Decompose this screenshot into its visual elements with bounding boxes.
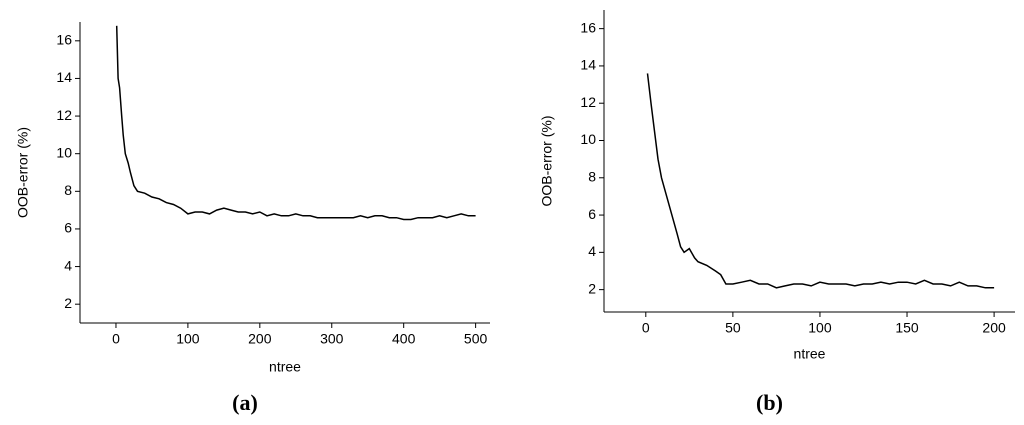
y-tick-label: 8 [64, 182, 72, 198]
data-line [115, 25, 476, 221]
y-tick-label: 10 [580, 131, 596, 147]
x-tick-label: 200 [982, 320, 1006, 336]
y-tick-label: 16 [580, 19, 596, 35]
x-tick-label: 150 [895, 320, 919, 336]
y-tick-label: 12 [580, 94, 596, 110]
y-tick-label: 16 [56, 32, 72, 48]
x-tick-label: 100 [176, 331, 200, 347]
x-tick-label: 50 [725, 320, 741, 336]
y-axis-label: OOB-error (%) [539, 116, 555, 207]
x-tick-label: 100 [808, 320, 832, 336]
y-tick-label: 14 [56, 69, 72, 85]
y-tick-label: 4 [588, 243, 596, 259]
x-tick-label: 0 [112, 331, 120, 347]
y-tick-label: 12 [56, 107, 72, 123]
x-tick-label: 0 [642, 320, 650, 336]
x-tick-label: 200 [248, 331, 272, 347]
x-tick-label: 300 [320, 331, 344, 347]
x-axis-label: ntree [269, 359, 301, 375]
y-tick-label: 14 [580, 57, 596, 73]
y-tick-label: 6 [64, 220, 72, 236]
y-tick-label: 8 [588, 168, 596, 184]
data-line [646, 73, 995, 289]
y-axis-label: OOB-error (%) [15, 127, 31, 218]
x-axis-label: ntree [794, 346, 826, 362]
y-tick-label: 10 [56, 144, 72, 160]
x-tick-label: 400 [392, 331, 416, 347]
y-tick-label: 2 [64, 295, 72, 311]
x-tick-label: 500 [464, 331, 488, 347]
y-tick-label: 4 [64, 257, 72, 273]
caption: (a) [232, 390, 258, 415]
y-tick-label: 6 [588, 206, 596, 222]
y-tick-label: 2 [588, 280, 596, 296]
caption: (b) [756, 390, 783, 415]
